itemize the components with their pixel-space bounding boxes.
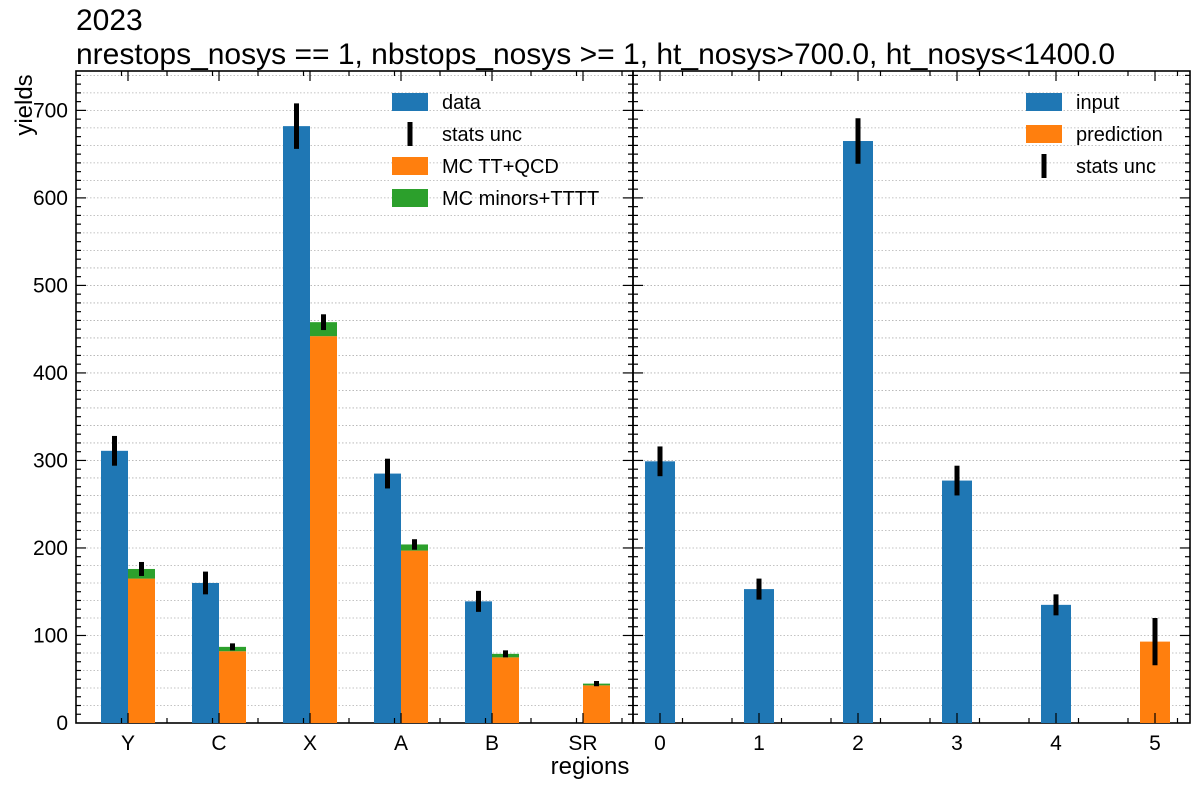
y-tick-label: 600: [33, 187, 68, 210]
x-tick-label: 2: [852, 732, 864, 755]
legend-swatch: [392, 189, 428, 207]
y-axis-label: yields: [11, 74, 38, 135]
x-tick-label: SR: [568, 732, 597, 755]
legend-swatch: [1026, 125, 1062, 143]
legend-swatch: [392, 93, 428, 111]
data-bar: [101, 450, 128, 723]
x-tick-label: Y: [121, 732, 135, 755]
x-tick-label: 5: [1149, 732, 1161, 755]
x-tick-label: 0: [654, 732, 666, 755]
chart-title-year: 2023: [76, 4, 143, 37]
y-tick-label: 200: [33, 537, 68, 560]
y-tick-label: 400: [33, 362, 68, 385]
x-tick-label: A: [394, 732, 408, 755]
plot-frame: [632, 70, 1191, 724]
chart-title-selection: nrestops_nosys == 1, nbstops_nosys >= 1,…: [76, 38, 1115, 71]
y-tick-label: 100: [33, 624, 68, 647]
x-tick-label: 3: [951, 732, 963, 755]
input-bar: [645, 461, 675, 723]
panel-left: 0 100 200 300 400 500 600 700 Y C X A B SR data stats u…: [33, 70, 634, 755]
y-tick-label: 300: [33, 449, 68, 472]
data-bar: [192, 582, 219, 723]
x-tick-label: X: [303, 732, 317, 755]
mc-ttqcd-bar: [219, 651, 246, 723]
input-bar: [744, 589, 774, 723]
y-tick-label: 0: [56, 712, 68, 735]
legend-swatch: [392, 157, 428, 175]
y-tick-label: 500: [33, 274, 68, 297]
input-bar: [843, 141, 873, 723]
x-tick-label: C: [211, 732, 226, 755]
mc-ttqcd-bar: [583, 685, 610, 723]
data-bar: [374, 473, 401, 723]
legend-swatch: [1026, 93, 1062, 111]
x-tick-label: B: [485, 732, 499, 755]
input-bar: [942, 480, 972, 723]
mc-ttqcd-bar: [128, 578, 155, 723]
x-axis-label: regions: [551, 753, 630, 780]
legend-label: stats unc: [442, 124, 522, 146]
input-bar: [1041, 604, 1071, 723]
legend-label: stats unc: [1076, 156, 1156, 178]
legend-label: data: [442, 92, 482, 114]
legend-label: MC TT+QCD: [442, 156, 559, 178]
mc-ttqcd-bar: [310, 336, 337, 723]
panel-right: 0 1 2 3 4 5 input prediction stats unc: [632, 70, 1191, 755]
mc-ttqcd-bar: [492, 657, 519, 723]
x-tick-label: 4: [1050, 732, 1062, 755]
x-tick-label: 1: [753, 732, 765, 755]
data-bar: [465, 601, 492, 723]
legend-label: prediction: [1076, 124, 1163, 146]
legend-label: input: [1076, 92, 1120, 114]
data-bar: [283, 126, 310, 724]
mc-ttqcd-bar: [401, 550, 428, 723]
legend-label: MC minors+TTTT: [442, 188, 599, 210]
y-tick-label: 700: [33, 99, 68, 122]
